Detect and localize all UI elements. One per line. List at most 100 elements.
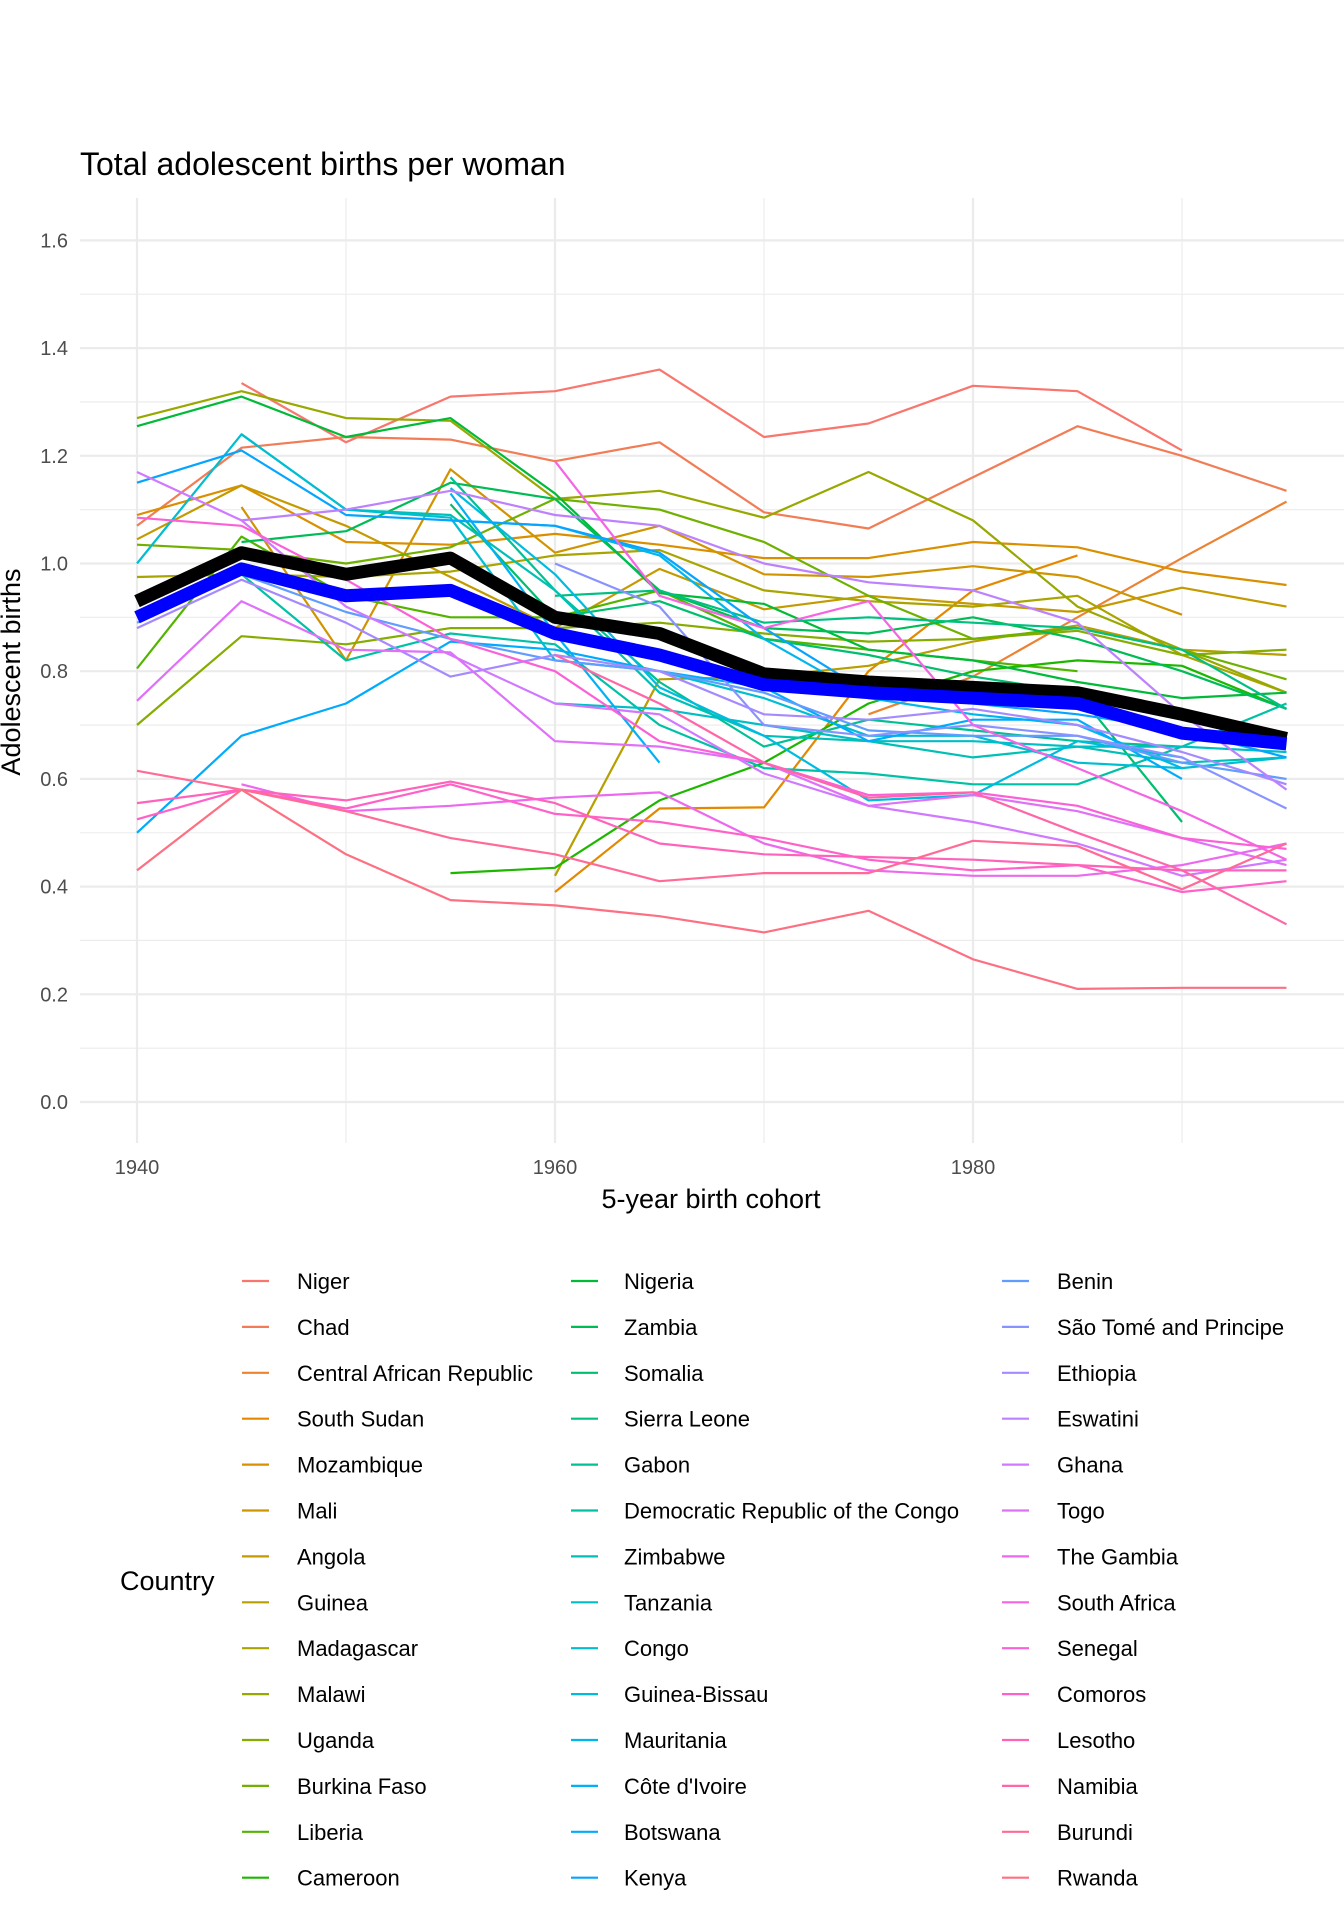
y-tick-label: 0.6 — [40, 769, 68, 791]
legend-label: Somalia — [624, 1361, 704, 1386]
series-line-sierra-leone — [554, 589, 1288, 710]
legend-label: Angola — [297, 1544, 366, 1569]
series-line-namibia — [554, 654, 1288, 926]
y-axis-title: Adolescent births — [0, 568, 26, 775]
legend-item: Niger — [242, 1269, 350, 1294]
y-tick-label: 0.8 — [40, 661, 68, 683]
chart-title: Total adolescent births per woman — [80, 146, 566, 182]
legend-label: São Tomé and Principe — [1057, 1315, 1284, 1340]
legend-label: Zambia — [624, 1315, 698, 1340]
legend-item: Uganda — [242, 1728, 375, 1753]
series-line-eswatini — [241, 489, 1288, 791]
legend-label: Cameroon — [297, 1866, 400, 1891]
legend-item: Ghana — [1002, 1453, 1124, 1478]
legend-item: Guinea — [242, 1590, 369, 1615]
legend-item: South Sudan — [242, 1407, 424, 1432]
legend-label: Burkina Faso — [297, 1774, 427, 1799]
legend-item: Kenya — [571, 1866, 687, 1891]
series-line-comoros — [136, 783, 1287, 894]
legend-label: Togo — [1057, 1499, 1105, 1524]
legend-label: Kenya — [624, 1866, 687, 1891]
series-line-guinea-bissau — [449, 487, 1183, 802]
legend-label: Uganda — [297, 1728, 375, 1753]
series-line-cameroon — [450, 659, 1287, 875]
average-line-blue — [134, 562, 1288, 751]
series-line-chad — [136, 425, 1287, 530]
x-axis-title: 5-year birth cohort — [601, 1184, 821, 1214]
legend-item: Eswatini — [1002, 1407, 1139, 1432]
y-tick-label: 0.2 — [40, 984, 68, 1006]
series-line-s-o-tom-and-principe — [554, 562, 1287, 810]
legend-item: Tanzania — [571, 1590, 713, 1615]
legend-item: Sierra Leone — [571, 1407, 750, 1432]
legend-label: Comoros — [1057, 1682, 1146, 1707]
legend-label: Guinea — [297, 1590, 369, 1615]
legend-label: Mauritania — [624, 1728, 727, 1753]
legend-item: Mali — [242, 1499, 337, 1524]
legend-item: Mauritania — [571, 1728, 727, 1753]
legend-item: Madagascar — [242, 1636, 418, 1661]
legend-item: Malawi — [242, 1682, 365, 1707]
legend-label: Sierra Leone — [624, 1407, 750, 1432]
legend-item: São Tomé and Principe — [1002, 1315, 1284, 1340]
legend-item: Zimbabwe — [571, 1544, 725, 1569]
y-tick-label: 1.2 — [40, 446, 68, 468]
legend-label: Côte d'Ivoire — [624, 1774, 747, 1799]
x-tick-label: 1960 — [533, 1157, 578, 1179]
legend-label: Zimbabwe — [624, 1544, 725, 1569]
legend-item: Côte d'Ivoire — [571, 1774, 747, 1799]
legend-label: Ghana — [1057, 1453, 1124, 1478]
series-line-malawi — [136, 390, 1287, 694]
legend-label: South Sudan — [297, 1407, 424, 1432]
legend-label: Chad — [297, 1315, 350, 1340]
x-tick-label: 1940 — [115, 1157, 160, 1179]
legend-label: The Gambia — [1057, 1544, 1179, 1569]
series-line-lesotho — [136, 780, 1287, 872]
series-line-burundi — [136, 769, 1287, 891]
legend-item: Angola — [242, 1544, 366, 1569]
legend-label: Benin — [1057, 1269, 1113, 1294]
legend-label: Burundi — [1057, 1820, 1133, 1845]
legend-item: Guinea-Bissau — [571, 1682, 768, 1707]
x-axis-ticks: 1940 1960 1980 — [115, 1157, 996, 1179]
legend-item: Nigeria — [571, 1269, 694, 1294]
legend-label: Liberia — [297, 1820, 364, 1845]
legend-item: Togo — [1002, 1499, 1105, 1524]
series-line-ethiopia — [136, 578, 1287, 786]
legend-item: The Gambia — [1002, 1544, 1179, 1569]
legend-label: Botswana — [624, 1820, 721, 1845]
legend-item: Congo — [571, 1636, 689, 1661]
series-line-rwanda — [136, 788, 1287, 991]
legend-item: Comoros — [1002, 1682, 1146, 1707]
legend-label: Niger — [297, 1269, 350, 1294]
legend-item: South Africa — [1002, 1590, 1176, 1615]
legend-item: Chad — [242, 1315, 350, 1340]
series-line-democratic-republic-of-the-congo — [240, 573, 1287, 786]
legend-label: Nigeria — [624, 1269, 694, 1294]
legend-label: Lesotho — [1057, 1728, 1135, 1753]
series-line-the-gambia — [241, 783, 1287, 877]
legend-label: Ethiopia — [1057, 1361, 1137, 1386]
y-tick-label: 1.4 — [40, 338, 68, 360]
y-tick-label: 1.0 — [40, 554, 68, 576]
legend-item: Burundi — [1002, 1820, 1133, 1845]
legend-item: Zambia — [571, 1315, 698, 1340]
series-line-congo — [136, 433, 1287, 770]
legend-label: Malawi — [297, 1682, 365, 1707]
legend-item: Democratic Republic of the Congo — [571, 1499, 959, 1524]
series-line-togo — [136, 600, 1287, 867]
legend-label: Guinea-Bissau — [624, 1682, 768, 1707]
legend-label: Gabon — [624, 1453, 690, 1478]
y-axis-ticks: 0.0 0.2 0.4 0.6 0.8 1.0 1.2 1.4 1.6 — [40, 230, 68, 1114]
legend-item: Central African Republic — [242, 1361, 533, 1386]
legend-label: Senegal — [1057, 1636, 1138, 1661]
y-tick-label: 0.4 — [40, 877, 68, 899]
legend-label: South Africa — [1057, 1590, 1176, 1615]
legend: Niger Chad Central African Republic South S… — [242, 1269, 1284, 1891]
legend-label: Mali — [297, 1499, 337, 1524]
series-line-south-africa — [554, 460, 1287, 861]
x-tick-label: 1980 — [951, 1157, 996, 1179]
legend-label: Democratic Republic of the Congo — [624, 1499, 959, 1524]
average-line-black — [134, 546, 1288, 745]
